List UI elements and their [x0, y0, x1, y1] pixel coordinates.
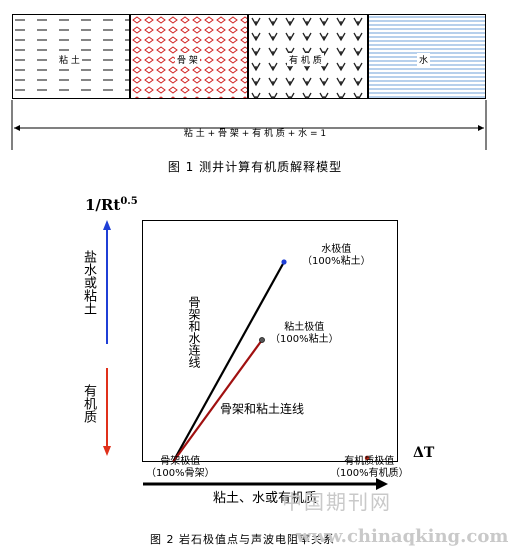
segment-label-water: 水: [417, 53, 431, 66]
segment-clay: 粘 土: [12, 14, 130, 99]
segment-label-matrix: 骨 架: [175, 53, 200, 66]
matrix-point-label: 骨架极值 （100%骨架）: [146, 456, 215, 479]
water-point-label: 水极值 （100%粘土）: [302, 244, 371, 267]
plot-area: [142, 220, 398, 462]
down-arrow-label: 有机质: [81, 384, 96, 423]
segment-water: 水: [368, 14, 486, 99]
fig1-dimension-line: [11, 100, 487, 150]
segment-matrix: 骨 架: [130, 14, 248, 99]
up-arrow-label: 盐水或粘土: [81, 250, 96, 315]
clay-point-label: 粘土极值 （100%粘土）: [270, 322, 339, 345]
fig1-equation: 粘 土 + 骨 架 + 有 机 质 + 水 = 1: [180, 129, 330, 139]
watermark-text: 中国期刊网: [282, 490, 392, 514]
fig1-caption: 图 1 测井计算有机质解释模型: [167, 160, 343, 174]
watermark-url: www.chinaqking.com: [296, 526, 509, 547]
segment-label-clay: 粘 土: [57, 53, 82, 66]
red-line-label: 骨架和粘土连线: [220, 402, 305, 416]
segment-label-organic: 有 机 质: [287, 53, 324, 66]
fig2-caption: 图 2 岩石极值点与声波电阻率关系: [150, 533, 335, 546]
black-line-label: 骨架和水连线: [187, 296, 201, 368]
y-axis-label: 1/Rt0.5: [85, 196, 138, 214]
segment-organic: 有 机 质: [248, 14, 368, 99]
x-axis-label: ΔT: [413, 445, 435, 461]
organic-point-label: 有机质极值 （100%有机质）: [330, 456, 409, 479]
x-bottom-label: 粘土、水或有机质: [213, 491, 318, 506]
